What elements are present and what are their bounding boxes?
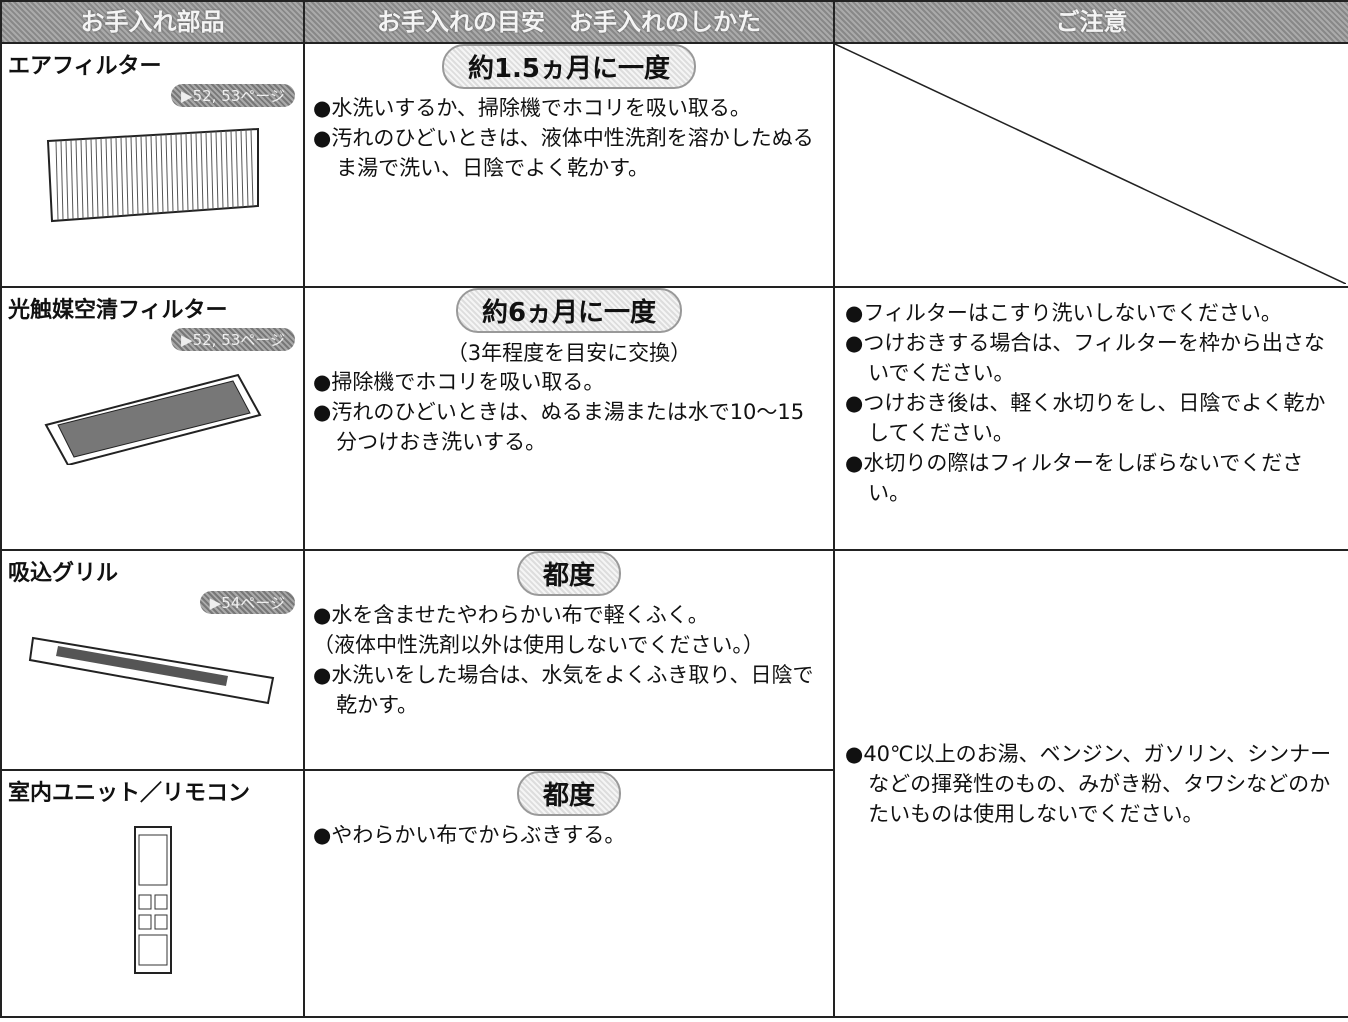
interval-note: （3年程度を目安に交換）: [446, 341, 692, 365]
instruction-cell: 都度 ●水を含ませたやわらかい布で軽くふく。 （液体中性洗剤以外は使用しないでくださ…: [303, 549, 835, 771]
header-cell: お手入れ部品: [0, 0, 305, 44]
instruction-box: 約6ヵ月に一度 （3年程度を目安に交換） ●掃除機でホコリを吸い取る。 ●汚れのひどい…: [305, 288, 833, 457]
caution-cell: ●フィルターはこすり洗いしないでください。 ●つけおきする場合は、フィルターを枠か…: [833, 286, 1348, 551]
caution-cell: ●40℃以上のお湯、ベンジン、ガソリン、シンナーなどの揮発性のもの、みがき粉、タ…: [833, 549, 1348, 1018]
instruction-box: 都度 ●水を含ませたやわらかい布で軽くふく。 （液体中性洗剤以外は使用しないでくださ…: [305, 551, 833, 720]
illustration: [2, 365, 303, 465]
instruction-line: ●水を含ませたやわらかい布で軽くふく。: [313, 603, 709, 627]
instruction-line: ●やわらかい布でからぶきする。: [313, 823, 626, 847]
instruction-line: ●汚れのひどいときは、液体中性洗剤を溶かしたぬるま湯で洗い、日陰でよく乾かす。: [313, 126, 814, 180]
table-row: エアフィルター ▶52, 53ページ 約1.5ヵ月に一度 ●水洗いするか、掃除機でホコ…: [0, 42, 1348, 288]
instruction-cell: 約1.5ヵ月に一度 ●水洗いするか、掃除機でホコリを吸い取る。 ●汚れのひどいときは…: [303, 42, 835, 288]
interval-badge: 約6ヵ月に一度: [455, 288, 683, 333]
instruction-box: 約1.5ヵ月に一度 ●水洗いするか、掃除機でホコリを吸い取る。 ●汚れのひどいときは…: [305, 44, 833, 183]
part-name: 吸込グリル: [8, 561, 119, 586]
part-cell: 吸込グリル ▶54ページ: [0, 549, 305, 771]
header-row: お手入れ部品 お手入れの目安 お手入れのしかた ご注意: [0, 0, 1348, 44]
caution-line: ●水切りの際はフィルターをしぼらないでください。: [845, 451, 1304, 505]
instruction-line: ●水洗いするか、掃除機でホコリを吸い取る。: [313, 96, 751, 120]
page-ref: ▶52, 53ページ: [171, 84, 295, 107]
illustration: [2, 825, 303, 975]
part-name: 室内ユニット／リモコン: [8, 781, 251, 806]
instruction-cell: 都度 ●やわらかい布でからぶきする。: [303, 769, 835, 1018]
diagonal: [835, 44, 1346, 284]
part-cell: エアフィルター ▶52, 53ページ: [0, 42, 305, 288]
illustration: [2, 628, 303, 708]
instruction-cell: 約6ヵ月に一度 （3年程度を目安に交換） ●掃除機でホコリを吸い取る。 ●汚れのひどい…: [303, 286, 835, 551]
part-cell: 室内ユニット／リモコン: [0, 769, 305, 1018]
caution-line: ●つけおき後は、軽く水切りをし、日陰でよく乾かしてください。: [845, 391, 1326, 445]
page-ref: ▶52, 53ページ: [171, 328, 295, 351]
illustration: [2, 121, 303, 231]
caution-box: ●フィルターはこすり洗いしないでください。 ●つけおきする場合は、フィルターを枠か…: [835, 288, 1348, 518]
caution-line: ●つけおきする場合は、フィルターを枠から出さないでください。: [845, 331, 1325, 385]
part-name: エアフィルター: [8, 54, 162, 79]
table-row: 吸込グリル ▶54ページ 都度 ●水を含ませたやわらかい布で軽くふく。 （液体中性洗剤以…: [0, 549, 1348, 1018]
header-cell: ご注意: [833, 0, 1348, 44]
instruction-line: ●掃除機でホコリを吸い取る。: [313, 370, 605, 394]
page-wrap: ▶54ページ: [2, 591, 303, 614]
instruction-line: （液体中性洗剤以外は使用しないでください。）: [313, 633, 764, 657]
interval-badge: 都度: [516, 551, 621, 596]
page-wrap: ▶52, 53ページ: [2, 328, 303, 351]
caution-cell: [833, 42, 1348, 288]
part-name: 光触媒空清フィルター: [8, 298, 228, 323]
page-wrap: ▶52, 53ページ: [2, 84, 303, 107]
instruction-line: ●水洗いをした場合は、水気をよくふき取り、日陰で乾かす。: [313, 663, 814, 717]
interval-badge: 約1.5ヵ月に一度: [441, 44, 697, 89]
part-cell: 光触媒空清フィルター ▶52, 53ページ: [0, 286, 305, 551]
caution-line: ●フィルターはこすり洗いしないでください。: [845, 301, 1282, 325]
interval-badge: 都度: [516, 771, 621, 816]
caution-line: ●40℃以上のお湯、ベンジン、ガソリン、シンナーなどの揮発性のもの、みがき粉、タ…: [845, 741, 1332, 826]
header-cell: お手入れの目安 お手入れのしかた: [303, 0, 835, 44]
table-row: 室内ユニット／リモコン 都度 ●やわらかい布でからぶきする。: [0, 769, 1348, 1018]
instruction-box: 都度 ●やわらかい布でからぶきする。: [305, 771, 833, 850]
table-row: 光触媒空清フィルター ▶52, 53ページ 約6ヵ月に一度 （3年程度を目安に交換） ●…: [0, 286, 1348, 551]
instruction-line: ●汚れのひどいときは、ぬるま湯または水で10～15分つけおき洗いする。: [313, 400, 805, 454]
caution-box: ●40℃以上のお湯、ベンジン、ガソリン、シンナーなどの揮発性のもの、みがき粉、タ…: [835, 729, 1348, 839]
page-ref: ▶54ページ: [199, 591, 295, 614]
